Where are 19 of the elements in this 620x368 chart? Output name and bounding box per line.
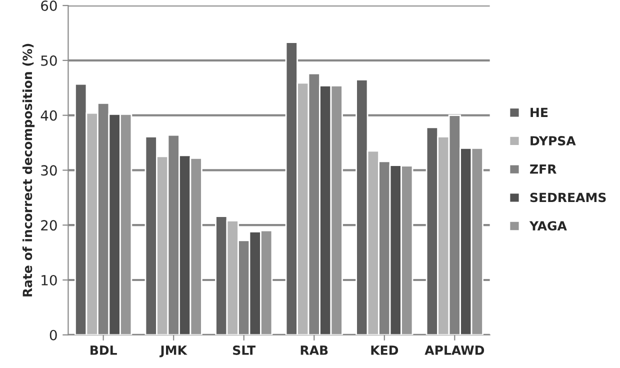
y-tick-label: 50: [41, 55, 57, 66]
x-tick-label: BDL: [90, 346, 117, 355]
y-tick-label: 40: [40, 110, 57, 121]
y-tick-label: 10: [42, 274, 57, 286]
legend-label: YAGA: [529, 221, 567, 231]
x-tick-label: SLT: [233, 346, 256, 355]
x-tick-label: JMK: [160, 346, 188, 358]
x-tick-label: KED: [371, 346, 398, 355]
x-tick-label: APLAWD: [424, 346, 484, 355]
legend-label: DYPSA: [530, 136, 576, 146]
y-tick-label: 0: [50, 330, 57, 340]
y-tick-label: 20: [41, 220, 57, 231]
x-tick-label: RAB: [300, 346, 328, 355]
y-tick-label: 30: [41, 165, 57, 176]
legend-label: ZFR: [530, 164, 556, 174]
y-tick-label: 60: [41, 0, 57, 11]
y-axis-title: Rate of incorrect decomposition (%): [22, 44, 35, 296]
legend-label: HE: [530, 108, 548, 117]
legend-label: SEDREAMS: [530, 192, 606, 202]
